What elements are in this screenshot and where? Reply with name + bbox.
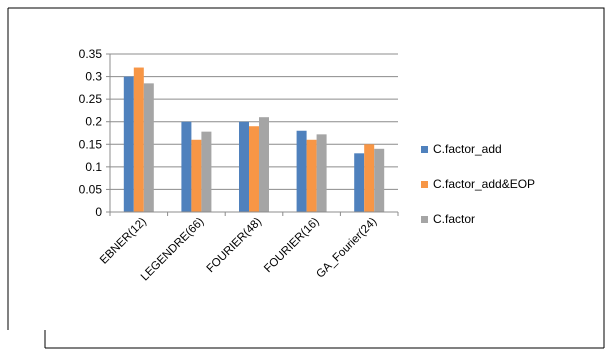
bar-c-factor bbox=[316, 134, 327, 212]
bar-c-factor-add-eop bbox=[364, 144, 375, 212]
bar-c-factor-add-eop bbox=[249, 126, 259, 212]
bar-c-factor-add bbox=[123, 76, 134, 212]
y-tick-label: 0.25 bbox=[79, 92, 103, 106]
y-tick-label: 0.2 bbox=[85, 115, 102, 129]
y-tick-label: 0.3 bbox=[85, 70, 102, 84]
bar-c-factor bbox=[374, 148, 385, 212]
y-tick-label: 0.1 bbox=[85, 160, 102, 174]
bar-c-factor bbox=[201, 131, 212, 212]
legend-entry: C.factor_add&EOP bbox=[433, 177, 535, 191]
legend-swatch bbox=[421, 181, 428, 188]
legend-entry: C.factor bbox=[433, 212, 475, 226]
y-tick-label: 0.15 bbox=[79, 137, 103, 151]
legend-swatch bbox=[421, 146, 428, 153]
x-category-label: FOURIER(16) bbox=[262, 216, 322, 276]
bar-c-factor-add bbox=[354, 153, 365, 212]
bar-c-factor bbox=[259, 117, 269, 212]
y-tick-label: 0.05 bbox=[79, 182, 103, 196]
y-tick-label: 0 bbox=[95, 205, 102, 219]
x-category-label: EBNER(12) bbox=[98, 216, 149, 267]
bar-c-factor-add-eop bbox=[191, 139, 202, 212]
bar-c-factor bbox=[143, 83, 154, 212]
bar-c-factor-add bbox=[181, 121, 192, 212]
chart-border bbox=[8, 7, 605, 348]
bar-c-factor-add bbox=[239, 121, 249, 212]
bar-c-factor-add-eop bbox=[306, 139, 317, 212]
bar-c-factor-add-eop bbox=[133, 67, 144, 213]
x-category-label: FOURIER(48) bbox=[205, 216, 265, 276]
bar-c-factor-add bbox=[296, 130, 307, 212]
y-tick-label: 0.35 bbox=[79, 47, 103, 61]
x-category-label: LEGENDRE(66) bbox=[139, 216, 207, 284]
legend-entry: C.factor_add bbox=[433, 142, 502, 156]
legend-swatch bbox=[421, 216, 428, 223]
x-category-label: GA_Fourier(24) bbox=[314, 216, 379, 281]
